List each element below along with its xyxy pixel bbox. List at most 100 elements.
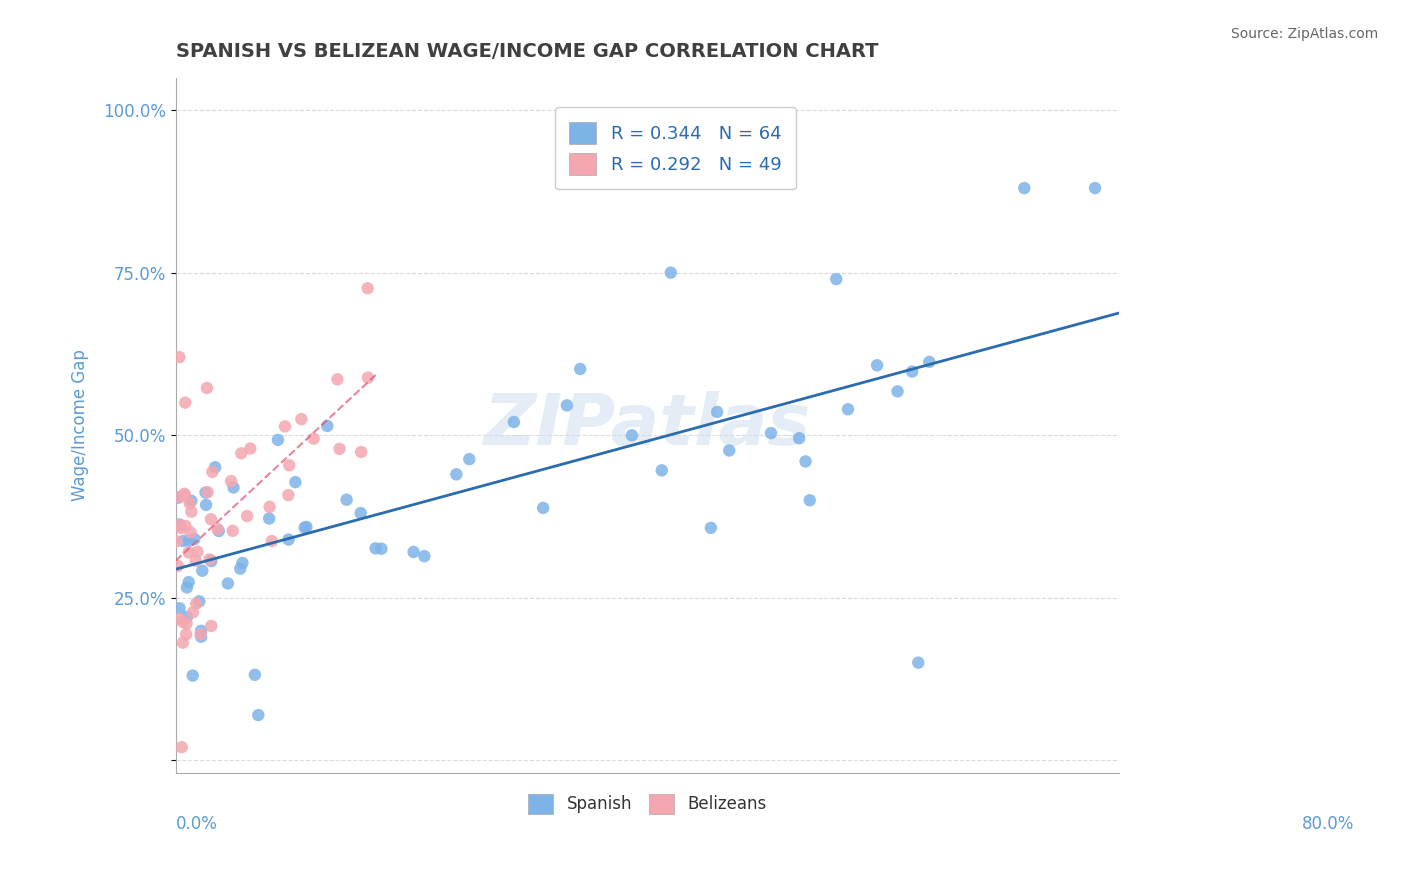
Y-axis label: Wage/Income Gap: Wage/Income Gap <box>72 350 89 501</box>
Point <box>231 446 253 460</box>
Point <box>184 554 207 568</box>
Point <box>294 521 316 535</box>
Point <box>174 395 197 409</box>
Point <box>190 624 212 638</box>
Point <box>191 564 214 578</box>
Point <box>700 521 723 535</box>
Point <box>907 656 929 670</box>
Point <box>183 532 205 546</box>
Point <box>172 615 194 629</box>
Legend: Spanish, Belizeans: Spanish, Belizeans <box>522 787 773 821</box>
Point <box>231 556 253 570</box>
Point <box>531 500 554 515</box>
Point <box>458 452 481 467</box>
Point <box>260 534 283 549</box>
Point <box>357 281 380 295</box>
Point <box>219 474 242 488</box>
Point <box>402 545 425 559</box>
Point <box>172 534 194 549</box>
Point <box>217 576 239 591</box>
Point <box>186 597 208 611</box>
Point <box>350 506 373 520</box>
Point <box>169 491 191 505</box>
Point <box>222 524 245 538</box>
Point <box>278 458 301 473</box>
Point <box>174 627 197 641</box>
Point <box>195 381 218 395</box>
Point <box>259 500 281 514</box>
Point <box>166 534 188 549</box>
Point <box>200 554 222 568</box>
Point <box>177 545 200 559</box>
Point <box>186 544 208 558</box>
Point <box>336 492 359 507</box>
Point <box>277 488 299 502</box>
Point <box>180 525 202 540</box>
Text: Source: ZipAtlas.com: Source: ZipAtlas.com <box>1230 27 1378 41</box>
Text: 0.0%: 0.0% <box>176 815 218 833</box>
Point <box>229 562 252 576</box>
Point <box>167 558 190 573</box>
Point <box>787 431 810 445</box>
Point <box>176 581 198 595</box>
Point <box>173 487 195 501</box>
Point <box>174 519 197 533</box>
Point <box>284 475 307 490</box>
Point <box>167 612 190 626</box>
Point <box>243 668 266 682</box>
Point <box>901 365 924 379</box>
Point <box>569 362 592 376</box>
Point <box>207 522 229 536</box>
Point <box>170 521 193 535</box>
Point <box>201 465 224 479</box>
Point <box>239 442 262 456</box>
Point <box>204 460 226 475</box>
Point <box>651 463 673 477</box>
Point <box>236 509 259 524</box>
Point <box>918 355 941 369</box>
Point <box>446 467 468 482</box>
Point <box>718 443 741 458</box>
Point <box>197 485 219 500</box>
Point <box>326 372 349 386</box>
Point <box>176 610 198 624</box>
Point <box>167 491 190 505</box>
Point <box>1084 181 1107 195</box>
Point <box>180 505 202 519</box>
Point <box>866 359 889 373</box>
Point <box>837 402 859 417</box>
Point <box>659 266 682 280</box>
Point <box>200 619 222 633</box>
Point <box>200 512 222 526</box>
Point <box>799 493 821 508</box>
Point <box>759 426 782 441</box>
Point <box>176 616 198 631</box>
Point <box>170 740 193 755</box>
Point <box>555 398 578 412</box>
Point <box>198 552 221 566</box>
Point <box>169 517 191 532</box>
Point <box>357 370 380 384</box>
Point <box>169 350 191 364</box>
Text: ZIPatlas: ZIPatlas <box>484 391 811 460</box>
Point <box>825 272 848 286</box>
Point <box>277 533 299 547</box>
Point <box>208 524 231 538</box>
Point <box>247 708 270 723</box>
Point <box>302 432 325 446</box>
Point <box>502 415 524 429</box>
Point <box>190 630 212 644</box>
Point <box>267 433 290 447</box>
Point <box>328 442 350 456</box>
Point <box>1014 181 1036 195</box>
Point <box>167 518 190 533</box>
Point <box>350 445 373 459</box>
Point <box>194 485 217 500</box>
Point <box>706 405 728 419</box>
Point <box>177 575 200 590</box>
Point <box>190 627 212 641</box>
Point <box>295 520 318 534</box>
Point <box>370 541 392 556</box>
Point <box>180 493 202 508</box>
Point <box>413 549 436 564</box>
